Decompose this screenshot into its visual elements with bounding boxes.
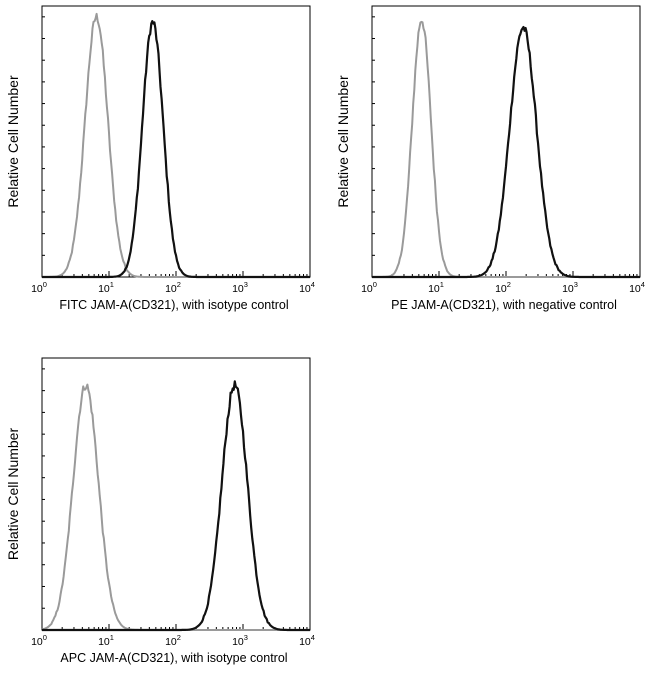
y-axis-label: Relative Cell Number [335, 75, 351, 208]
control-histogram-line [42, 12, 310, 278]
x-tick-label: 101 [98, 633, 114, 648]
x-tick-label: 102 [165, 633, 181, 648]
plot-frame [41, 5, 311, 278]
sample-histogram-line [371, 25, 641, 279]
y-axis-label: Relative Cell Number [5, 75, 21, 208]
x-tick-label: 103 [232, 633, 248, 648]
x-axis-label: FITC JAM-A(CD321), with isotype control [59, 298, 288, 312]
histogram-panel-3: 100 101 102 103 104 Relative Cell Number APC J… [5, 357, 315, 665]
x-tick-label: 100 [361, 280, 377, 295]
x-axis-label: PE JAM-A(CD321), with negative control [391, 298, 617, 312]
x-tick-label: 104 [629, 280, 645, 295]
x-tick-label: 104 [299, 633, 315, 648]
plot-frame [371, 5, 641, 278]
x-tick-label: 104 [299, 280, 315, 295]
sample-histogram-line [41, 20, 311, 279]
control-histogram-line [372, 20, 640, 278]
x-tick-label: 100 [31, 280, 47, 295]
x-tick-label: 101 [428, 280, 444, 295]
x-axis-label: APC JAM-A(CD321), with isotype control [60, 651, 287, 665]
histogram-panel-2: 100 101 102 103 104 Relative Cell Number PE JA… [335, 5, 645, 312]
x-tick-label: 102 [495, 280, 511, 295]
histogram-panel-1: 100 101 102 103 104 Relative Cell Number FITC … [5, 5, 315, 312]
control-histogram-line [41, 383, 310, 631]
x-tick-label: 103 [232, 280, 248, 295]
x-tick-label: 100 [31, 633, 47, 648]
x-tick-label: 102 [165, 280, 181, 295]
y-axis-label: Relative Cell Number [5, 428, 21, 561]
sample-histogram-line [41, 380, 311, 632]
x-tick-label: 101 [98, 280, 114, 295]
x-tick-label: 103 [562, 280, 578, 295]
